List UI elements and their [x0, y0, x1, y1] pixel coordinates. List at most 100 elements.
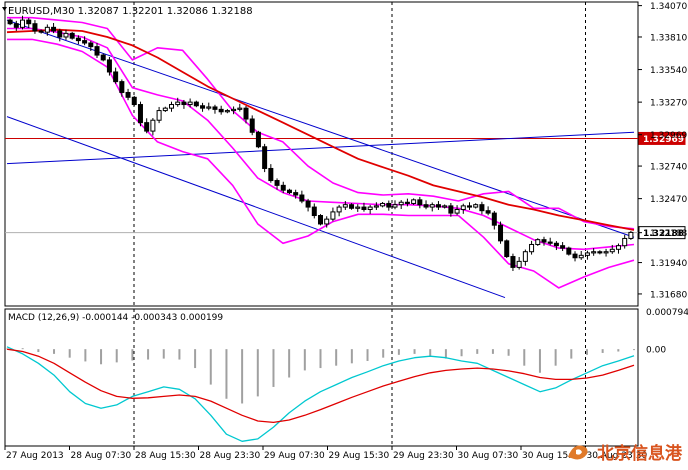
channel-line[interactable] — [6, 116, 506, 299]
candle-body — [454, 208, 460, 214]
candle-body — [417, 199, 423, 206]
macd-signal-line — [6, 348, 635, 424]
candlesticks — [7, 15, 634, 272]
candle-body — [510, 256, 516, 268]
moving-average-line — [6, 28, 635, 231]
candle-body — [541, 239, 547, 243]
candle-body — [274, 180, 280, 186]
candle-body — [423, 204, 429, 208]
price-axis: 1.34070 1.33810 1.33540 1.33270 1.32969 1.327… — [638, 2, 688, 356]
channel-line[interactable] — [6, 131, 635, 165]
price-tick-label: 1.34070 — [650, 2, 687, 12]
price-tick-label: 1.32969 — [650, 131, 687, 141]
candle-body — [175, 101, 181, 106]
candle-body — [392, 204, 398, 208]
moving-average — [6, 28, 635, 231]
candle-body — [479, 204, 485, 212]
candle-body — [572, 253, 578, 259]
time-axis: 27 Aug 2013 28 Aug 07:30 28 Aug 15:30 28 Au… — [4, 446, 648, 461]
bollinger-middle — [7, 27, 635, 251]
watermark-logo-icon — [568, 444, 588, 459]
candle-body — [106, 59, 112, 73]
candle-body — [7, 19, 13, 25]
candle-body — [75, 37, 81, 42]
candle-body — [584, 252, 590, 256]
candle-body — [628, 231, 634, 239]
candle-body — [249, 118, 255, 133]
candle-body — [156, 110, 162, 121]
candle-body — [305, 200, 311, 208]
candle-body — [591, 251, 597, 254]
price-tick-label: 1.31680 — [650, 290, 687, 300]
candle-body — [32, 23, 38, 32]
candle-body — [57, 30, 63, 38]
candle-body — [597, 251, 603, 254]
candle-body — [125, 91, 131, 98]
candle-body — [20, 19, 26, 28]
candle-body — [181, 101, 187, 106]
candle-body — [200, 105, 206, 109]
horizontal-lines: 1.32969 1.32188 — [5, 131, 686, 240]
current-price-label: 1.32188 — [643, 229, 684, 239]
price-tick-label: 1.33540 — [650, 66, 687, 76]
candle-body — [473, 204, 479, 208]
time-tick-label: 28 Aug 07:30 — [71, 451, 132, 461]
macd-tick-label: 0.00 — [646, 346, 666, 356]
candle-body — [88, 42, 94, 48]
watermark-text: 北京信息港 — [597, 444, 682, 464]
candle-body — [603, 251, 609, 254]
macd-tick-label: 0.000794 — [646, 308, 688, 318]
candle-body — [206, 106, 212, 109]
time-tick-label: 29 Aug 23:30 — [393, 451, 454, 461]
candle-body — [466, 205, 472, 208]
symbol-header: EURUSD,M30 1.32087 1.32201 1.32086 1.321… — [8, 6, 253, 17]
candle-body — [622, 237, 628, 247]
candle-body — [342, 204, 348, 208]
candle-body — [131, 96, 137, 106]
candle-body — [63, 32, 69, 38]
candle-body — [69, 32, 75, 39]
price-tick-label: 1.33270 — [650, 99, 687, 109]
price-tick-label: 1.32470 — [650, 195, 687, 205]
macd-panel-frame — [4, 308, 639, 447]
candle-body — [349, 204, 355, 209]
candle-body — [560, 245, 566, 249]
time-tick-label: 30 Aug 23:30 — [587, 451, 648, 461]
time-tick-label: 30 Aug 07:30 — [458, 451, 519, 461]
candle-body — [162, 107, 168, 112]
candle-body — [268, 167, 274, 182]
candle-body — [324, 218, 330, 225]
watermark: 北京信息港 — [565, 439, 682, 464]
candle-body — [553, 242, 559, 247]
candle-body — [442, 205, 448, 208]
candle-body — [330, 211, 336, 220]
trend-channel[interactable] — [6, 19, 635, 299]
candle-body — [547, 241, 553, 244]
candle-body — [218, 108, 224, 113]
candle-body — [491, 212, 497, 226]
dropdown-arrow-icon[interactable] — [2, 7, 7, 11]
candle-body — [38, 30, 44, 33]
channel-line[interactable] — [6, 19, 635, 238]
candle-body — [94, 46, 100, 56]
candle-body — [113, 71, 119, 83]
candle-body — [578, 254, 584, 259]
candle-body — [529, 243, 535, 253]
candle-body — [150, 119, 156, 132]
candle-body — [262, 146, 268, 169]
bollinger-lower — [7, 38, 635, 289]
candle-body — [293, 192, 299, 196]
price-tick-label: 1.32740 — [650, 163, 687, 173]
time-tick-label: 28 Aug 15:30 — [135, 451, 196, 461]
candle-body — [286, 189, 292, 194]
candle-body — [404, 201, 410, 204]
price-tick-label: 1.32188 — [650, 229, 687, 239]
candle-body — [522, 251, 528, 262]
candle-body — [386, 202, 392, 208]
candle-body — [435, 204, 441, 208]
candle-body — [299, 194, 305, 202]
candle-body — [460, 205, 466, 210]
line-price-box — [638, 131, 686, 145]
